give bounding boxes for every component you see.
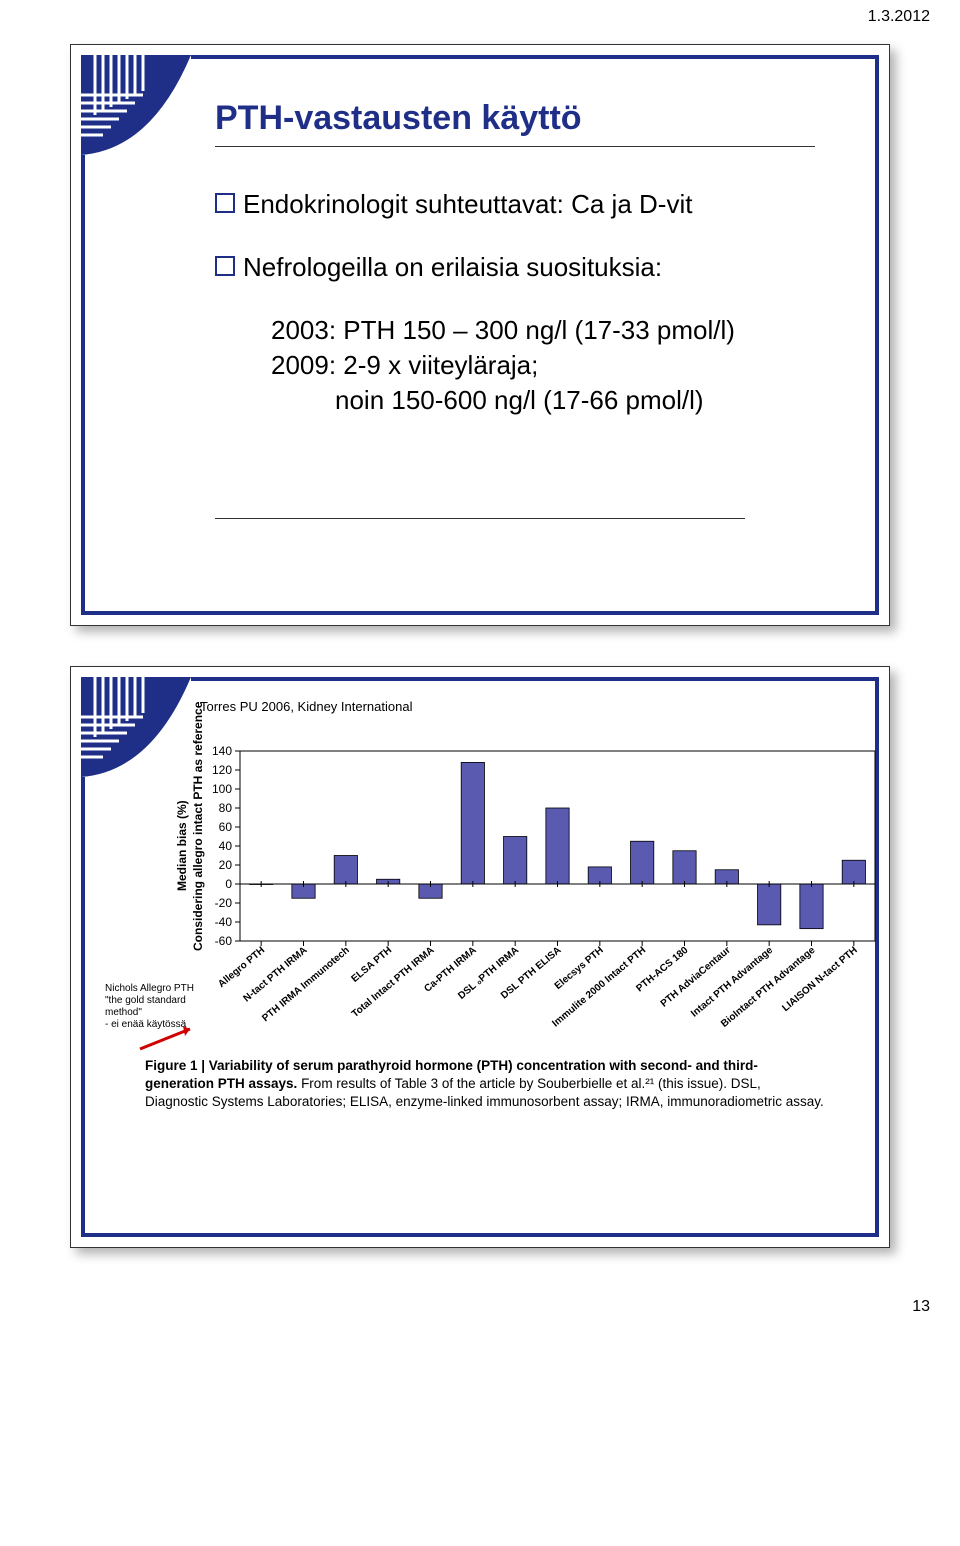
slide-2: Torres PU 2006, Kidney International Med… <box>70 666 890 1248</box>
bullet-2-text: Nefrologeilla on erilaisia suosituksia: <box>243 250 815 285</box>
slide-1: PTH-vastausten käyttö Endokrinologit suh… <box>70 44 890 626</box>
page-number: 13 <box>0 1288 960 1336</box>
bias-chart: Median bias (%) Considering allegro inta… <box>185 741 835 1041</box>
title-underline <box>215 146 815 147</box>
y-axis-label-2: Considering allegro intact PTH as refere… <box>191 702 205 951</box>
svg-text:20: 20 <box>219 858 233 872</box>
corner-decoration <box>81 55 191 155</box>
svg-text:140: 140 <box>212 744 232 758</box>
svg-text:0: 0 <box>225 877 232 891</box>
bullet-1-text: Endokrinologit suhteuttavat: Ca ja D-vit <box>243 187 815 222</box>
sub-line-3: noin 150-600 ng/l (17-66 pmol/l) <box>215 383 815 418</box>
svg-text:80: 80 <box>219 801 233 815</box>
nichols-line-1: Nichols Allegro PTH <box>105 983 215 995</box>
arrow-icon <box>135 1024 205 1059</box>
svg-text:-40: -40 <box>215 915 233 929</box>
svg-text:PTH AdviaCentaur: PTH AdviaCentaur <box>659 945 733 1010</box>
svg-text:Intact PTH Advantage: Intact PTH Advantage <box>689 945 775 1020</box>
y-axis-label-1: Median bias (%) <box>175 800 189 891</box>
bottom-rule <box>215 518 745 519</box>
page-date: 1.3.2012 <box>0 0 960 26</box>
svg-text:LIAISON N-tact PTH: LIAISON N-tact PTH <box>780 945 859 1014</box>
slide1-title: PTH-vastausten käyttö <box>215 99 815 138</box>
bullet-1: Endokrinologit suhteuttavat: Ca ja D-vit <box>215 187 815 222</box>
sub-line-1: 2003: PTH 150 – 300 ng/l (17-33 pmol/l) <box>215 313 815 348</box>
svg-text:PTH IRMA Immunotech: PTH IRMA Immunotech <box>260 945 351 1024</box>
svg-text:60: 60 <box>219 820 233 834</box>
svg-text:40: 40 <box>219 839 233 853</box>
chart-svg: -60-40-20020406080100120140Allegro PTHN-… <box>185 741 885 1041</box>
svg-text:-60: -60 <box>215 934 233 948</box>
citation: Torres PU 2006, Kidney International <box>200 699 412 714</box>
sub-line-2: 2009: 2-9 x viiteyläraja; <box>215 348 815 383</box>
nichols-line-2: "the gold standard method" <box>105 995 215 1019</box>
svg-text:-20: -20 <box>215 896 233 910</box>
bullet-2: Nefrologeilla on erilaisia suosituksia: <box>215 250 815 285</box>
svg-text:120: 120 <box>212 763 232 777</box>
svg-text:100: 100 <box>212 782 232 796</box>
svg-text:Total Intact PTH IRMA: Total Intact PTH IRMA <box>350 945 437 1020</box>
figure-caption: Figure 1 | Variability of serum parathyr… <box>125 1051 845 1116</box>
